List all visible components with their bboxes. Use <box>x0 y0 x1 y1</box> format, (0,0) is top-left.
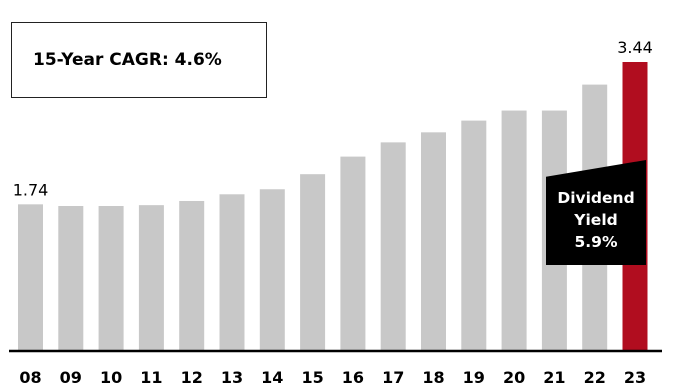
x-tick-label-23: 23 <box>624 368 646 386</box>
x-tick-label-22: 22 <box>584 368 606 386</box>
x-tick-label-16: 16 <box>342 368 364 386</box>
x-tick-label-13: 13 <box>221 368 243 386</box>
x-tick-label-17: 17 <box>382 368 404 386</box>
bar-08 <box>18 204 43 350</box>
x-tick-label-08: 08 <box>19 368 41 386</box>
bar-18 <box>421 132 446 350</box>
bar-09 <box>58 206 84 350</box>
bar-13 <box>219 194 245 350</box>
x-tick-label-10: 10 <box>100 368 122 386</box>
bar-19 <box>461 120 487 351</box>
x-tick-label-20: 20 <box>503 368 525 386</box>
bar-15 <box>300 174 326 350</box>
bar-17 <box>380 142 406 350</box>
dividend-yield-line3: 5.9% <box>574 233 618 251</box>
x-tick-label-18: 18 <box>422 368 444 386</box>
dividend-yield-callout: Dividend Yield 5.9% <box>546 160 646 265</box>
bar-16 <box>340 156 366 350</box>
bar-11 <box>138 205 164 350</box>
data-label-08: 1.74 <box>13 180 49 199</box>
bar-12 <box>179 200 205 350</box>
x-tick-label-15: 15 <box>301 368 323 386</box>
bar-20 <box>501 110 527 350</box>
cagr-callout: 15-Year CAGR: 4.6% <box>11 22 267 98</box>
data-label-23: 3.44 <box>617 38 653 57</box>
dividend-yield-line1: Dividend <box>557 189 635 207</box>
x-tick-label-12: 12 <box>181 368 203 386</box>
bar-10 <box>98 206 124 350</box>
x-tick-label-09: 09 <box>60 368 82 386</box>
bar-14 <box>259 189 285 350</box>
x-tick-label-21: 21 <box>543 368 565 386</box>
x-tick-label-19: 19 <box>463 368 485 386</box>
x-tick-label-14: 14 <box>261 368 283 386</box>
cagr-label: 15-Year CAGR: 4.6% <box>33 50 222 70</box>
x-tick-label-11: 11 <box>140 368 162 386</box>
dividend-yield-line2: Yield <box>574 211 618 229</box>
